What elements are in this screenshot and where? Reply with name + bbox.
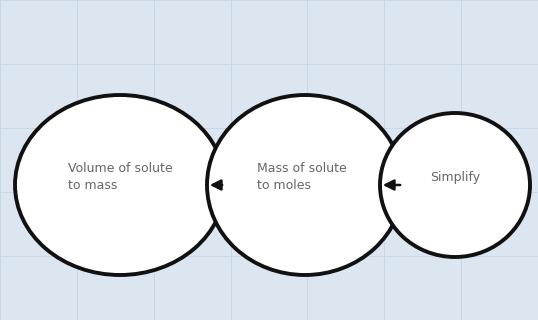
Text: Volume of solute
to mass: Volume of solute to mass	[68, 162, 173, 192]
Ellipse shape	[207, 95, 403, 275]
Text: Mass of solute
to moles: Mass of solute to moles	[257, 162, 347, 192]
Ellipse shape	[15, 95, 225, 275]
Ellipse shape	[380, 113, 530, 257]
Text: Simplify: Simplify	[430, 171, 480, 183]
